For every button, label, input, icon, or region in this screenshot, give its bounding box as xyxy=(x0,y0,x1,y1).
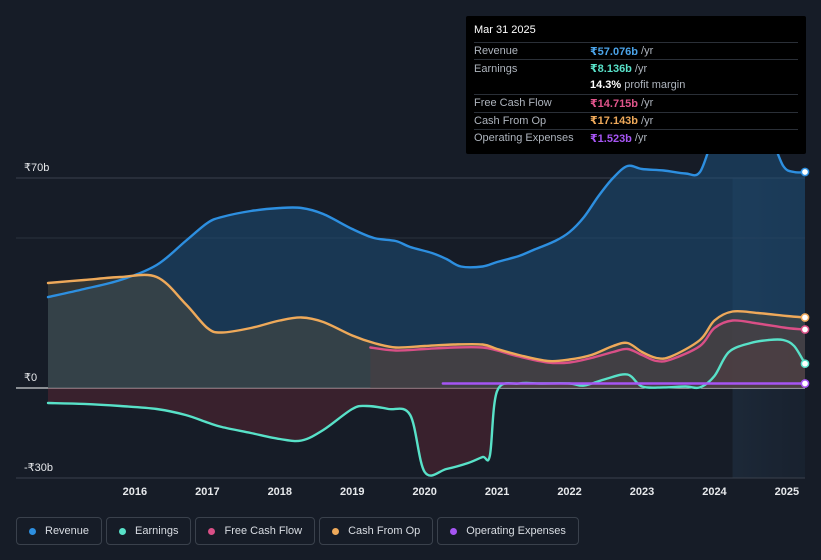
tooltip-row-name: Earnings xyxy=(474,62,518,75)
tooltip-row: Operating Expenses ₹1.523b/yr xyxy=(474,128,798,146)
end-marker-operating-expenses xyxy=(800,379,810,388)
y-axis-label: ₹0 xyxy=(24,372,37,384)
legend-item-revenue[interactable]: Revenue xyxy=(16,517,103,545)
end-marker-cash-from-op xyxy=(800,313,810,322)
legend-dot-icon xyxy=(119,527,127,535)
legend-item-cash-from-op[interactable]: Cash From Op xyxy=(319,517,434,545)
tooltip-row-unit: /yr xyxy=(641,45,654,58)
legend-item-operating-expenses[interactable]: Operating Expenses xyxy=(437,517,579,545)
tooltip-row-unit: /yr xyxy=(641,97,654,110)
tooltip-row-value: ₹1.523b xyxy=(590,132,632,145)
tooltip-row: Cash From Op ₹17.143b/yr xyxy=(474,111,798,129)
end-marker-free-cash-flow xyxy=(800,325,810,334)
series-end-markers xyxy=(800,167,810,388)
tooltip-row-value: ₹57.076b xyxy=(590,45,639,58)
tooltip-row: Free Cash Flow ₹14.715b/yr xyxy=(474,94,798,111)
x-axis-label: 2024 xyxy=(702,486,727,498)
tooltip-row-name: Operating Expenses xyxy=(474,132,574,145)
legend-dot-icon xyxy=(332,527,340,535)
line-free-cash-flow xyxy=(369,319,807,365)
legend-dot-icon xyxy=(208,527,216,535)
tooltip-row-name: Cash From Op xyxy=(474,114,547,127)
end-marker-earnings xyxy=(800,359,810,369)
tooltip-rows: Revenue ₹57.076b/yr Earnings ₹8.136b/yr 14.3… xyxy=(474,42,798,146)
series-areas xyxy=(48,129,805,476)
data-tooltip: Mar 31 2025 Revenue ₹57.076b/yr Earnings ₹8… xyxy=(466,16,806,154)
axes: ₹70b ₹0 -₹30b 2016 2017 2018 2019 2020 2021 2022 2… xyxy=(24,162,799,498)
legend-item-free-cash-flow[interactable]: Free Cash Flow xyxy=(195,517,316,545)
tooltip-row-name: Free Cash Flow xyxy=(474,97,552,110)
x-axis-label: 2021 xyxy=(485,486,509,498)
legend-item-earnings[interactable]: Earnings xyxy=(106,517,192,545)
tooltip-row-name: Revenue xyxy=(474,45,519,58)
legend-label: Operating Expenses xyxy=(466,525,566,537)
tooltip-row-unit: /yr xyxy=(641,114,654,127)
tooltip-row: Earnings ₹8.136b/yr xyxy=(474,59,798,76)
tooltip-row-unit: /yr xyxy=(634,62,648,75)
x-axis-label: 2017 xyxy=(195,486,219,498)
line-cash-from-op xyxy=(46,273,807,363)
series-lines xyxy=(46,128,807,477)
x-axis-label: 2022 xyxy=(557,486,581,498)
legend-dot-icon xyxy=(29,527,36,535)
tooltip-row-unit: profit margin xyxy=(624,79,686,92)
area-revenue xyxy=(48,129,805,388)
legend-label: Earnings xyxy=(135,525,179,537)
area-earnings xyxy=(48,339,805,476)
x-axis-label: 2018 xyxy=(268,486,292,498)
tooltip-row-value: 14.3% xyxy=(590,79,622,92)
chart-legend: Revenue Earnings Free Cash Flow Cash From O… xyxy=(16,517,579,545)
x-axis-label: 2019 xyxy=(340,486,364,498)
legend-label: Cash From Op xyxy=(348,525,421,537)
legend-dot-icon xyxy=(450,527,458,535)
x-axis-label: 2025 xyxy=(775,486,799,498)
financial-chart: ₹70b ₹0 -₹30b 2016 2017 2018 2019 2020 2021 2022 2… xyxy=(16,128,810,498)
line-earnings xyxy=(46,338,807,477)
legend-label: Revenue xyxy=(45,525,90,537)
tooltip-row-value: ₹8.136b xyxy=(590,63,632,76)
x-axis-label: 2020 xyxy=(412,486,436,498)
tooltip-row: Revenue ₹57.076b/yr xyxy=(474,42,798,59)
tooltip-row: 14.3% profit margin xyxy=(474,77,798,94)
x-axis-label: 2016 xyxy=(123,486,147,498)
end-marker-revenue xyxy=(800,167,810,177)
y-axis-label: ₹70b xyxy=(24,162,49,174)
tooltip-row-value: ₹14.715b xyxy=(590,97,639,110)
tooltip-row-value: ₹17.143b xyxy=(590,115,639,128)
tooltip-row-unit: /yr xyxy=(634,132,648,145)
x-axis-label: 2023 xyxy=(630,486,654,498)
area-cash-from-op xyxy=(48,274,805,388)
y-axis-label: -₹30b xyxy=(24,462,53,474)
tooltip-date: Mar 31 2025 xyxy=(474,24,536,36)
legend-label: Free Cash Flow xyxy=(224,525,303,537)
